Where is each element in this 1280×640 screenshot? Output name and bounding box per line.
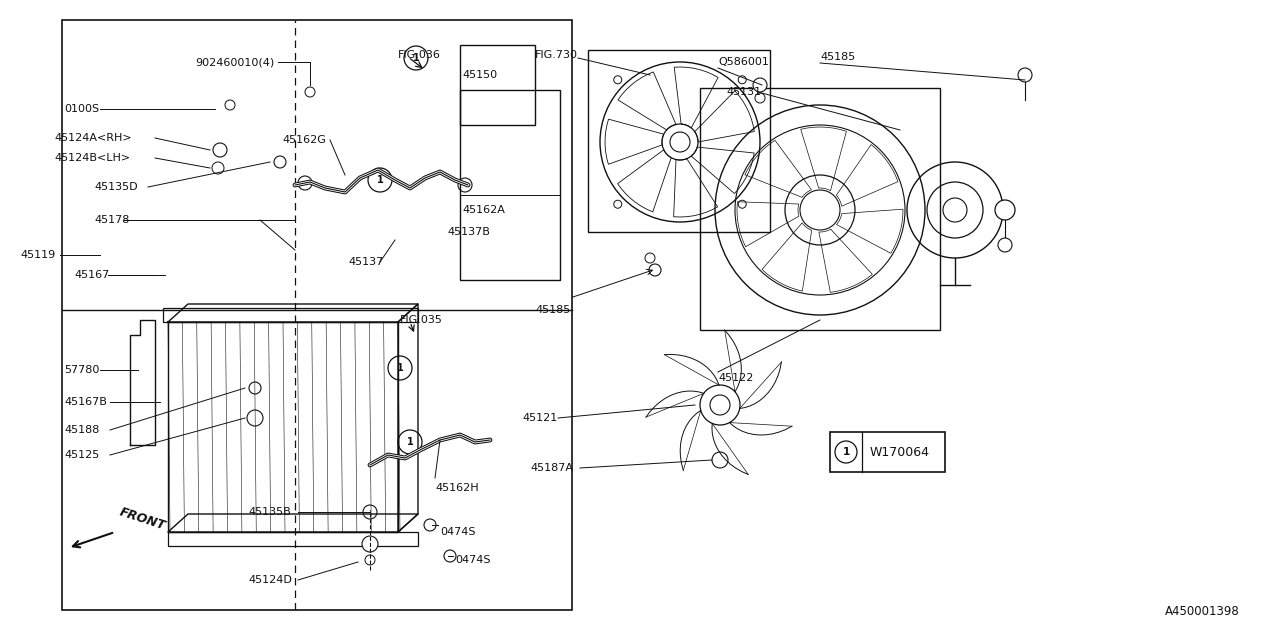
Text: 1: 1	[412, 53, 420, 63]
Circle shape	[424, 519, 436, 531]
Text: 45135D: 45135D	[93, 182, 138, 192]
Circle shape	[614, 76, 622, 84]
Text: 45162H: 45162H	[435, 483, 479, 493]
Circle shape	[669, 132, 690, 152]
Text: 45162G: 45162G	[282, 135, 326, 145]
Bar	[460, 45, 535, 125]
Circle shape	[398, 430, 422, 454]
Circle shape	[212, 162, 224, 174]
Text: 45125: 45125	[64, 450, 100, 460]
Text: 45150: 45150	[462, 70, 497, 80]
Circle shape	[649, 264, 660, 276]
Text: FRONT: FRONT	[118, 506, 168, 533]
Circle shape	[835, 441, 858, 463]
Circle shape	[1018, 68, 1032, 82]
Circle shape	[700, 385, 740, 425]
Circle shape	[362, 536, 378, 552]
Text: FIG.730: FIG.730	[535, 50, 579, 60]
Circle shape	[645, 253, 655, 263]
Text: 45124D: 45124D	[248, 575, 292, 585]
Bar	[829, 432, 945, 472]
Circle shape	[712, 452, 728, 468]
Text: 45185: 45185	[535, 305, 571, 315]
Circle shape	[364, 505, 378, 519]
Text: 1: 1	[407, 437, 413, 447]
Text: FIG.035: FIG.035	[399, 315, 443, 325]
Circle shape	[404, 46, 428, 70]
Text: W170064: W170064	[870, 445, 931, 458]
Circle shape	[998, 238, 1012, 252]
Circle shape	[225, 100, 236, 110]
Text: 0100S: 0100S	[64, 104, 99, 114]
Circle shape	[458, 178, 472, 192]
Circle shape	[753, 78, 767, 92]
Text: 45124B<LH>: 45124B<LH>	[54, 153, 131, 163]
Text: 1: 1	[397, 363, 403, 373]
Text: 45137: 45137	[348, 257, 383, 267]
Bar	[588, 50, 771, 232]
Circle shape	[995, 200, 1015, 220]
Bar	[168, 532, 419, 546]
Circle shape	[739, 200, 746, 208]
Circle shape	[274, 156, 285, 168]
Text: 57780: 57780	[64, 365, 100, 375]
Circle shape	[755, 93, 765, 103]
Circle shape	[305, 87, 315, 97]
Text: A450001398: A450001398	[1165, 605, 1240, 618]
Circle shape	[369, 168, 392, 192]
Bar	[61, 20, 572, 610]
Text: 45131: 45131	[726, 87, 762, 97]
Text: 1: 1	[842, 447, 850, 457]
Text: 0474S: 0474S	[454, 555, 490, 565]
Text: 45122: 45122	[718, 373, 754, 383]
Circle shape	[444, 550, 456, 562]
Text: 45188: 45188	[64, 425, 100, 435]
Bar	[460, 90, 561, 280]
Text: 45185: 45185	[820, 52, 855, 62]
Text: Q586001: Q586001	[718, 57, 769, 67]
Text: 45167B: 45167B	[64, 397, 106, 407]
Circle shape	[388, 356, 412, 380]
Text: 902460010(4): 902460010(4)	[195, 57, 274, 67]
Circle shape	[298, 176, 312, 190]
Text: 45124A<RH>: 45124A<RH>	[54, 133, 132, 143]
Text: 45178: 45178	[93, 215, 129, 225]
Text: 45162A: 45162A	[462, 205, 504, 215]
Text: 45121: 45121	[522, 413, 557, 423]
Text: 45119: 45119	[20, 250, 55, 260]
Circle shape	[662, 124, 698, 160]
Text: FIG.036: FIG.036	[398, 50, 440, 60]
Circle shape	[250, 382, 261, 394]
Circle shape	[614, 200, 622, 208]
Text: 45167: 45167	[74, 270, 109, 280]
Text: 45137B: 45137B	[447, 227, 490, 237]
Text: 45187A: 45187A	[530, 463, 573, 473]
Circle shape	[710, 395, 730, 415]
Circle shape	[739, 76, 746, 84]
Circle shape	[212, 143, 227, 157]
Circle shape	[365, 555, 375, 565]
Text: 0474S: 0474S	[440, 527, 475, 537]
Circle shape	[247, 410, 262, 426]
Circle shape	[943, 198, 966, 222]
Text: 45135B: 45135B	[248, 507, 291, 517]
Text: 1: 1	[376, 175, 384, 185]
Bar	[700, 88, 940, 330]
Bar	[163, 308, 419, 322]
